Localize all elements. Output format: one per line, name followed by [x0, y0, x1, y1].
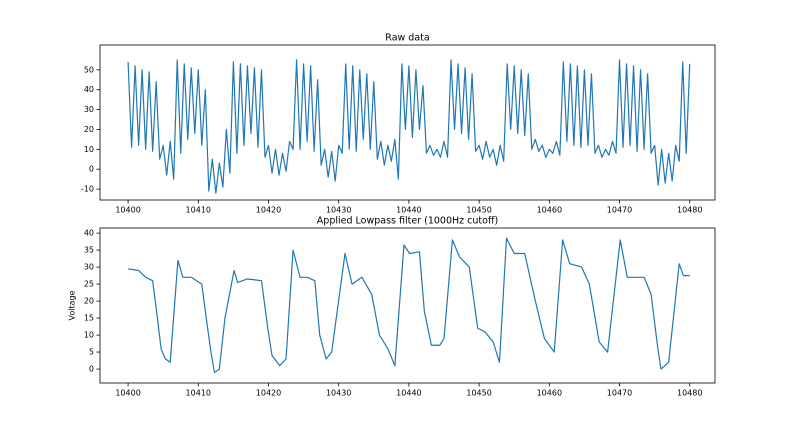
x-tick-label: 10440	[396, 389, 421, 398]
x-tick-label: 10400	[115, 389, 140, 398]
y-tick-label: 35	[84, 246, 94, 255]
chart-title: Applied Lowpass filter (1000Hz cutoff)	[317, 216, 498, 227]
x-tick-label: 10440	[396, 206, 421, 215]
plot-area	[127, 59, 691, 194]
y-tick-label: 10	[84, 331, 94, 340]
x-tick-label: 10430	[326, 389, 351, 398]
y-tick-label: 50	[84, 65, 94, 74]
x-tick-label: 10470	[607, 389, 632, 398]
plot-area	[127, 237, 690, 374]
y-tick-label: 0	[89, 165, 94, 174]
y-tick-label: 20	[84, 297, 94, 306]
y-tick-label: 15	[84, 314, 94, 323]
y-tick-label: 25	[84, 280, 94, 289]
x-tick-label: 10480	[677, 206, 702, 215]
data-line	[127, 59, 691, 194]
y-tick-label: 5	[89, 348, 94, 357]
x-tick-label: 10450	[466, 206, 491, 215]
axes-frame	[99, 227, 716, 384]
x-tick-label: 10470	[607, 206, 632, 215]
y-axis-label: Voltage	[68, 290, 77, 320]
x-tick-label: 10430	[326, 206, 351, 215]
y-tick-label: 0	[89, 365, 94, 374]
x-tick-label: 10460	[537, 389, 562, 398]
x-tick-label: 10460	[537, 206, 562, 215]
chart-title: Raw data	[385, 33, 429, 44]
y-tick-label: 10	[84, 145, 94, 154]
x-tick-label: 10480	[677, 389, 702, 398]
y-tick-label: 40	[84, 229, 94, 238]
x-tick-label: 10420	[256, 389, 281, 398]
y-tick-label: 20	[84, 125, 94, 134]
y-tick-label: -10	[81, 185, 94, 194]
y-tick-label: 40	[84, 85, 94, 94]
y-tick-label: 30	[84, 263, 94, 272]
data-line	[127, 237, 690, 374]
x-tick-label: 10410	[186, 389, 211, 398]
x-tick-label: 10420	[256, 206, 281, 215]
x-tick-label: 10400	[115, 206, 140, 215]
axes-frame	[99, 44, 716, 201]
x-tick-label: 10450	[466, 389, 491, 398]
x-tick-label: 10410	[186, 206, 211, 215]
y-tick-label: 30	[84, 105, 94, 114]
